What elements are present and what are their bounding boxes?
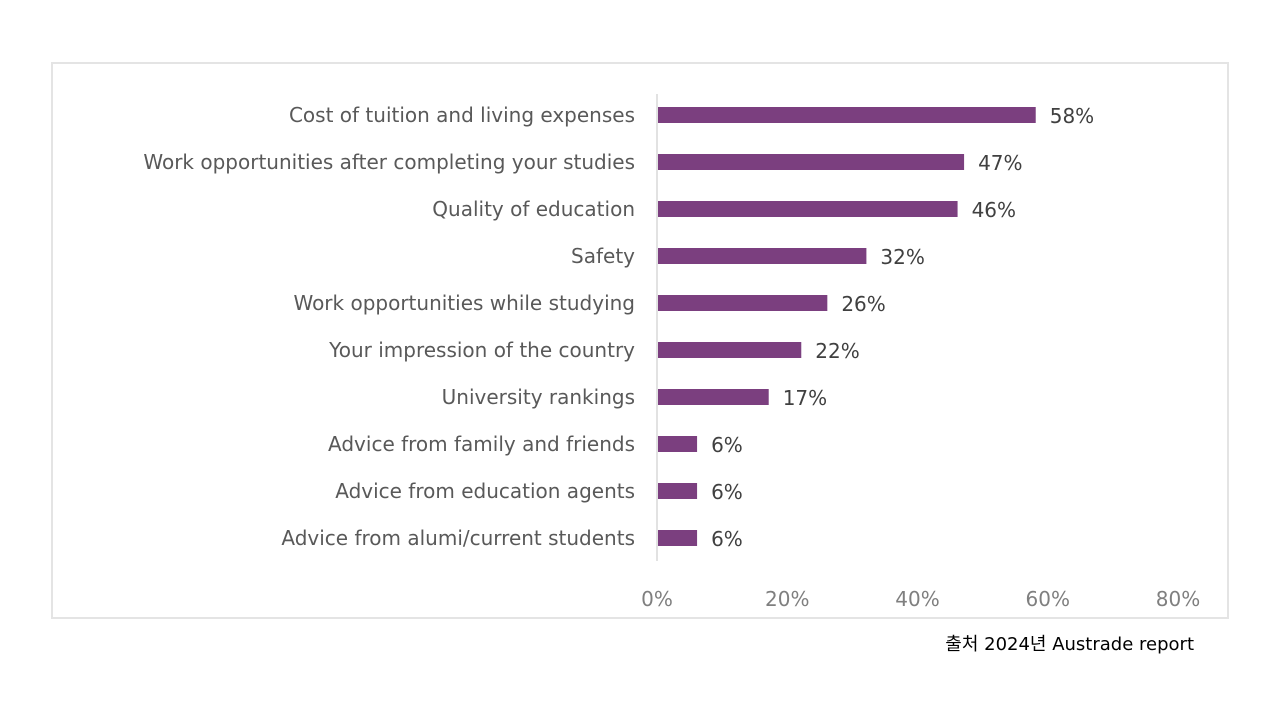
bar-chart: Cost of tuition and living expenses 58% Wo… [143, 94, 1200, 611]
category-label: Your impression of the country [328, 338, 635, 362]
source-note: 출처 2024년 Austrade report [945, 634, 1194, 655]
bar [658, 342, 802, 358]
bar [658, 107, 1036, 123]
x-tick-label: 20% [765, 587, 809, 611]
category-label: Safety [571, 244, 635, 268]
data-label: 58% [1050, 104, 1094, 128]
category-label: Quality of education [432, 197, 635, 221]
bar [658, 389, 769, 405]
category-label: Advice from education agents [335, 479, 635, 503]
category-label: Cost of tuition and living expenses [289, 103, 635, 127]
data-label: 6% [711, 433, 743, 457]
data-label: 47% [978, 151, 1022, 175]
data-label: 6% [711, 480, 743, 504]
category-label: Advice from alumi/current students [281, 526, 635, 550]
data-label: 32% [880, 245, 924, 269]
chart-frame: Cost of tuition and living expenses 58% Wo… [51, 62, 1229, 619]
bar [658, 248, 867, 264]
bar [658, 436, 698, 452]
category-label: University rankings [442, 385, 635, 409]
bar [658, 201, 958, 217]
category-label: Advice from family and friends [328, 432, 635, 456]
category-label: Work opportunities after completing your… [143, 150, 635, 174]
bar [658, 154, 965, 170]
data-label: 26% [841, 292, 885, 316]
x-tick-label: 0% [641, 587, 673, 611]
category-label: Work opportunities while studying [293, 291, 635, 315]
data-label: 6% [711, 527, 743, 551]
data-label: 22% [815, 339, 859, 363]
x-tick-label: 40% [895, 587, 939, 611]
bar [658, 530, 698, 546]
data-label: 17% [783, 386, 827, 410]
x-tick-label: 60% [1026, 587, 1070, 611]
data-label: 46% [972, 198, 1016, 222]
x-tick-label: 80% [1156, 587, 1200, 611]
bar [658, 483, 698, 499]
bar [658, 295, 828, 311]
